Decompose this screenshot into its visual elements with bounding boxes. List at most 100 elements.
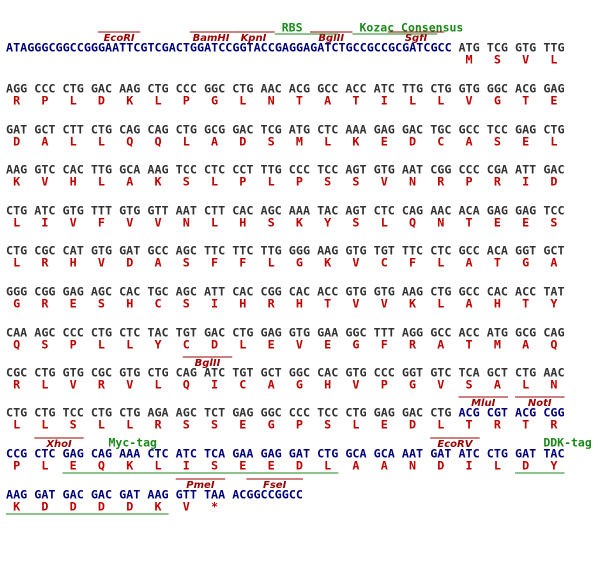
amino-acid: L bbox=[211, 216, 218, 230]
codon: ATT bbox=[204, 285, 225, 299]
amino-acid: E bbox=[70, 297, 77, 311]
codon: GCC bbox=[430, 326, 451, 340]
amino-acid: A bbox=[466, 256, 473, 270]
amino-acid: E bbox=[239, 459, 246, 473]
codon: CTG bbox=[34, 366, 55, 380]
amino-acid: L bbox=[437, 94, 444, 108]
codon: TCC bbox=[543, 204, 564, 218]
codon: TCA bbox=[458, 366, 479, 380]
codon: GTC bbox=[34, 163, 55, 177]
amino-acid: L bbox=[183, 135, 190, 149]
codon: GAG bbox=[374, 406, 395, 420]
amino-acid: F bbox=[381, 338, 388, 352]
codon: CAG bbox=[176, 366, 197, 380]
codon: CCC bbox=[289, 406, 310, 420]
amino-acid: H bbox=[126, 297, 133, 311]
amino-acid: K bbox=[13, 175, 21, 189]
amino-acid: V bbox=[352, 378, 359, 392]
codon: TTC bbox=[232, 244, 253, 258]
codon: CTG bbox=[430, 406, 451, 420]
amino-acid: A bbox=[522, 338, 529, 352]
amino-acid: H bbox=[324, 378, 331, 392]
codon: GGT bbox=[515, 244, 536, 258]
amino-acid: G bbox=[522, 256, 529, 270]
amino-acid: N bbox=[183, 216, 190, 230]
codon: AAG bbox=[317, 244, 338, 258]
amino-acid: S bbox=[41, 338, 48, 352]
vector-sequence: ACGGCCGGCC bbox=[232, 488, 303, 502]
enzyme-site-label: XhoI bbox=[45, 439, 72, 450]
amino-acid: K bbox=[352, 135, 360, 149]
codon: TCG bbox=[487, 41, 508, 55]
codon: AGT bbox=[345, 163, 366, 177]
codon: ACG bbox=[515, 82, 536, 96]
codon: GAG bbox=[63, 447, 84, 461]
codon: AAC bbox=[261, 82, 282, 96]
codon: CAC bbox=[289, 285, 310, 299]
amino-acid: I bbox=[522, 175, 529, 189]
amino-acid: V bbox=[70, 216, 77, 230]
codon: GTG bbox=[374, 163, 395, 177]
codon: AGT bbox=[345, 204, 366, 218]
amino-acid: V bbox=[154, 216, 161, 230]
amino-acid: I bbox=[211, 378, 218, 392]
codon: GAC bbox=[402, 123, 423, 137]
amino-acid: V bbox=[352, 256, 359, 270]
amino-acid: D bbox=[296, 459, 303, 473]
amino-acid: R bbox=[409, 338, 417, 352]
amino-acid: S bbox=[268, 135, 275, 149]
amino-acid: H bbox=[239, 297, 246, 311]
codon: CTG bbox=[91, 406, 112, 420]
amino-acid: S bbox=[324, 175, 331, 189]
codon: TTG bbox=[261, 163, 282, 177]
feature-label: DDK-tag bbox=[543, 436, 592, 450]
codon: GAT bbox=[34, 488, 55, 502]
amino-acid: G bbox=[268, 418, 275, 432]
amino-acid: S bbox=[550, 216, 557, 230]
codon: GGT bbox=[402, 366, 423, 380]
amino-acid: E bbox=[324, 338, 331, 352]
amino-acid: F bbox=[239, 256, 246, 270]
amino-acid: V bbox=[522, 53, 529, 67]
amino-acid: A bbox=[126, 175, 133, 189]
amino-acid: L bbox=[154, 378, 161, 392]
amino-acid: L bbox=[70, 94, 77, 108]
codon: AAC bbox=[430, 204, 451, 218]
amino-acid: E bbox=[70, 459, 77, 473]
amino-acid: Q bbox=[409, 216, 416, 230]
enzyme-site-label: BamHI bbox=[193, 33, 230, 44]
codon: TAT bbox=[543, 285, 564, 299]
amino-acid: A bbox=[550, 256, 557, 270]
codon: GCC bbox=[458, 123, 479, 137]
codon: ACC bbox=[458, 326, 479, 340]
codon: TAC bbox=[317, 204, 338, 218]
codon: GAG bbox=[261, 447, 282, 461]
amino-acid: D bbox=[41, 500, 48, 514]
codon: GAG bbox=[515, 123, 536, 137]
amino-acid: K bbox=[324, 256, 332, 270]
codon: GGC bbox=[289, 366, 310, 380]
codon: CAC bbox=[119, 285, 140, 299]
amino-acid: R bbox=[13, 94, 21, 108]
feature-label: Myc-tag bbox=[109, 436, 158, 450]
amino-acid: V bbox=[70, 378, 77, 392]
amino-acid: L bbox=[268, 175, 275, 189]
amino-acid: V bbox=[126, 378, 133, 392]
codon: CTG bbox=[91, 326, 112, 340]
amino-acid: L bbox=[268, 256, 275, 270]
amino-acid: S bbox=[211, 418, 218, 432]
amino-acid: R bbox=[41, 297, 49, 311]
codon: GAT bbox=[289, 447, 310, 461]
codon: GGC bbox=[204, 82, 225, 96]
codon: CTC bbox=[34, 447, 55, 461]
codon: GAG bbox=[63, 285, 84, 299]
codon: GCT bbox=[543, 244, 564, 258]
codon: AGA bbox=[147, 406, 168, 420]
amino-acid: L bbox=[98, 135, 105, 149]
vector-sequence: ATAGGGCGGCCGGGAATTCGTCGACTGGATCCGGTACCGA… bbox=[6, 41, 452, 55]
amino-acid: L bbox=[550, 135, 557, 149]
codon: GAC bbox=[402, 406, 423, 420]
codon: GAC bbox=[91, 488, 112, 502]
codon: ACG bbox=[458, 406, 479, 420]
amino-acid: R bbox=[41, 256, 49, 270]
